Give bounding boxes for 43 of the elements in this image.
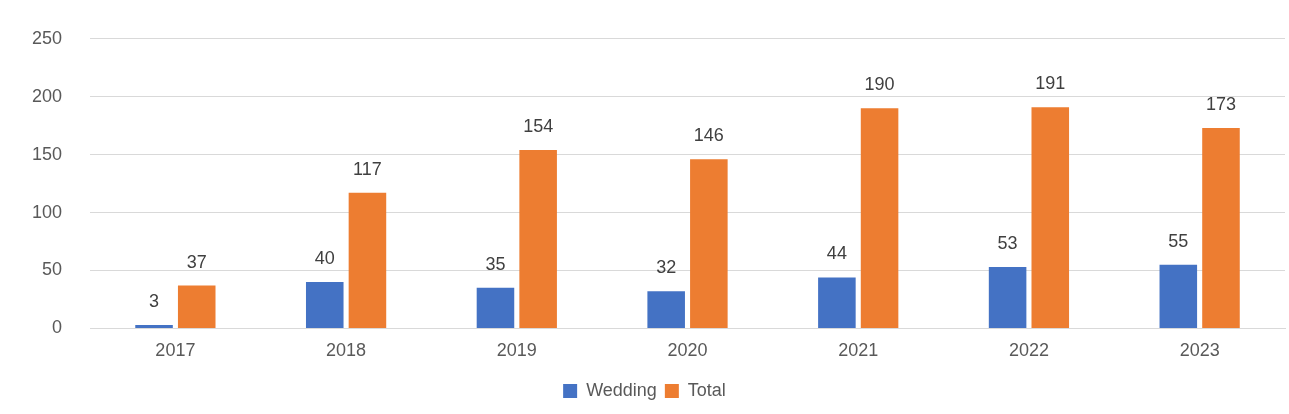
data-label: 173 [1205,93,1237,114]
data-label: 190 [864,74,895,95]
data-label: 35 [485,253,506,274]
y-tick-label: 150 [31,143,63,164]
x-tick-label: 2022 [1008,340,1049,361]
y-tick-label: 50 [42,259,63,280]
x-tick-label: 2019 [496,340,537,361]
bar [519,150,557,328]
legend-label: Total [687,379,726,400]
x-tick-label: 2017 [155,340,196,361]
data-label: 44 [826,243,847,264]
y-tick-label: 0 [52,317,63,338]
y-tick-label: 100 [31,201,63,222]
bar [1202,128,1240,328]
data-label: 40 [314,248,335,269]
bar [860,108,899,328]
data-label: 154 [523,115,554,136]
legend-label: Wedding [586,379,657,400]
bar [135,324,173,328]
bar [1159,264,1198,328]
data-label: 37 [186,251,207,272]
data-label: 146 [693,125,724,146]
data-label: 53 [997,232,1018,253]
x-tick-label: 2018 [326,340,367,361]
x-tick-label: 2020 [667,340,708,361]
bar [988,267,1027,328]
bar [305,282,344,328]
y-tick-label: 200 [31,85,63,106]
data-label: 191 [1035,73,1066,94]
data-label: 117 [353,158,382,179]
data-label: 3 [149,290,160,311]
bar [476,287,515,328]
bar [348,192,387,328]
y-tick-label: 250 [31,27,63,48]
x-tick-label: 2021 [838,340,879,361]
data-label: 32 [656,257,677,278]
bar [177,285,216,328]
x-tick-label: 2023 [1179,340,1220,361]
bar [647,291,685,328]
bar [818,277,856,328]
data-label: 55 [1168,230,1189,251]
bar [690,159,728,328]
bar [1031,107,1070,328]
